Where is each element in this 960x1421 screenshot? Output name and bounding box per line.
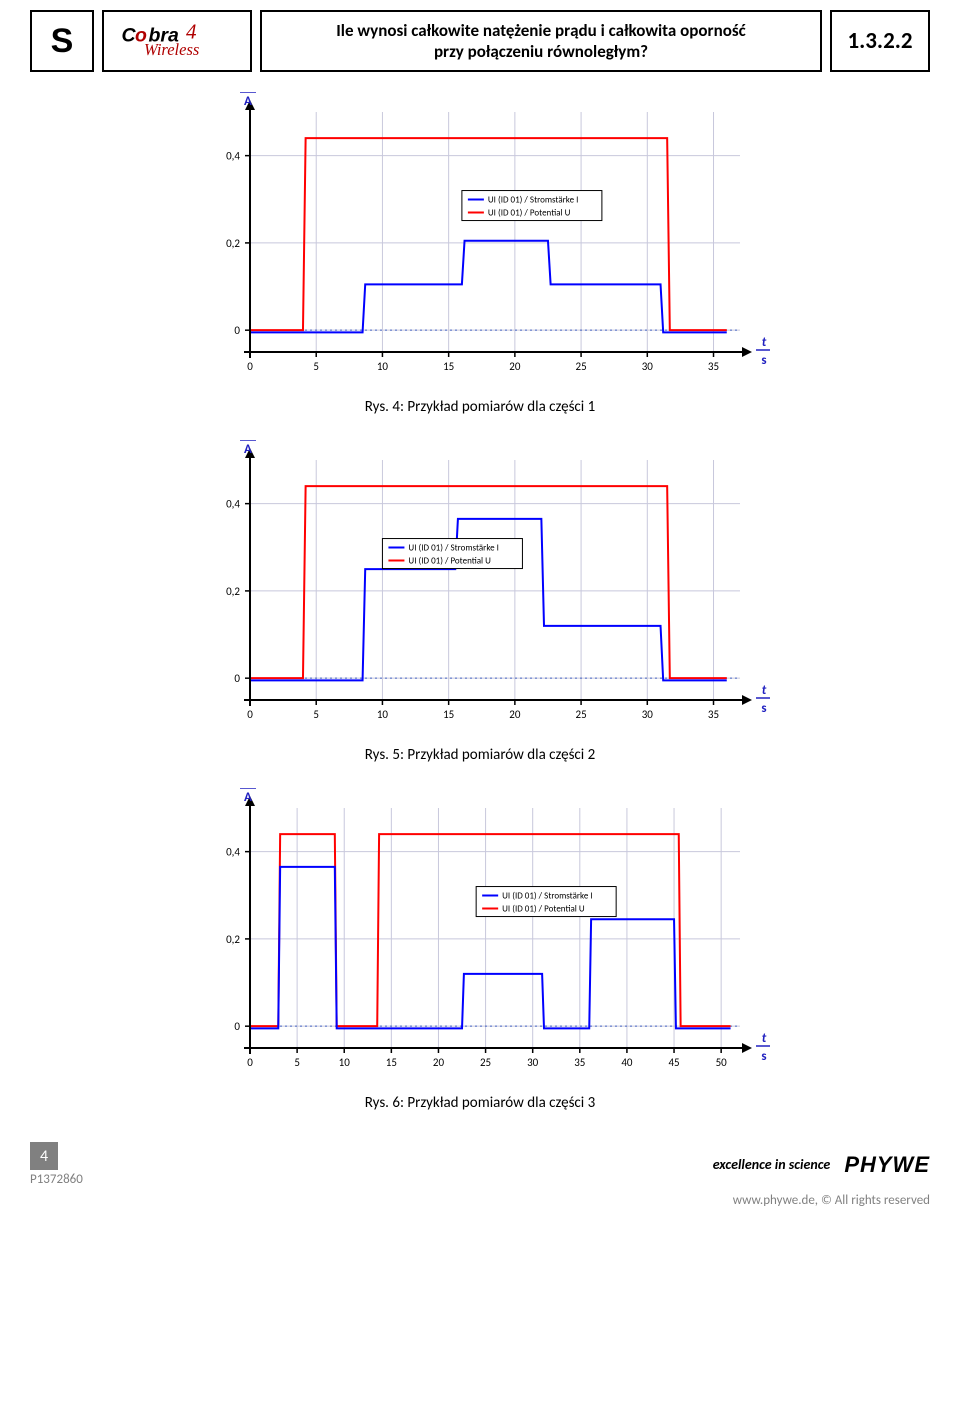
svg-text:C: C (122, 25, 137, 47)
svg-text:0,2: 0,2 (226, 237, 240, 250)
svg-text:5: 5 (294, 1056, 300, 1069)
svg-text:35: 35 (708, 708, 719, 721)
svg-text:35: 35 (708, 360, 719, 373)
svg-text:UI (ID 01) / Potential U: UI (ID 01) / Potential U (408, 556, 491, 567)
svg-text:0: 0 (247, 708, 253, 721)
title-line2: przy połączeniu równoległym? (434, 41, 648, 62)
svg-text:5: 5 (313, 360, 319, 373)
svg-text:A: A (244, 790, 252, 805)
svg-text:0,4: 0,4 (226, 498, 240, 511)
chart-caption-2: Rys. 5: Przykład pomiarów dla części 2 (30, 746, 930, 764)
svg-text:t: t (762, 683, 767, 698)
svg-text:0: 0 (247, 1056, 253, 1069)
svg-text:30: 30 (527, 1056, 539, 1069)
chart-caption-1: Rys. 4: Przykład pomiarów dla części 1 (30, 398, 930, 416)
svg-text:t: t (762, 1031, 767, 1046)
header-letter: S (30, 10, 94, 72)
chart-wrap-1: 0510152025303500,20,4IAtsUI (ID 01) / St… (30, 92, 930, 392)
header-code: 1.3.2.2 (830, 10, 930, 72)
svg-text:0: 0 (247, 360, 253, 373)
footer-brand: PHYWE (844, 1152, 930, 1178)
svg-text:0,4: 0,4 (226, 150, 240, 163)
svg-text:25: 25 (576, 708, 587, 721)
svg-text:15: 15 (386, 1056, 397, 1069)
svg-text:0: 0 (234, 672, 240, 685)
svg-text:45: 45 (668, 1056, 679, 1069)
svg-text:UI (ID 01) / Stromstärke I: UI (ID 01) / Stromstärke I (488, 195, 578, 206)
svg-text:s: s (761, 1049, 766, 1064)
svg-text:40: 40 (621, 1056, 633, 1069)
chart-wrap-2: 0510152025303500,20,4IAtsUI (ID 01) / St… (30, 440, 930, 740)
svg-text:30: 30 (642, 708, 654, 721)
chart-1: 0510152025303500,20,4IAtsUI (ID 01) / St… (190, 92, 770, 392)
header: S C o bra 4 Wireless Ile wynosi całkowit… (30, 10, 930, 72)
svg-text:5: 5 (313, 708, 319, 721)
title-line1: Ile wynosi całkowite natężenie prądu i c… (336, 20, 746, 41)
footer-eis: excellence in science (713, 1156, 831, 1173)
header-logo: C o bra 4 Wireless (102, 10, 252, 72)
svg-text:UI (ID 01) / Stromstärke I: UI (ID 01) / Stromstärke I (502, 891, 592, 902)
svg-text:0,4: 0,4 (226, 846, 240, 859)
svg-text:UI (ID 01) / Stromstärke I: UI (ID 01) / Stromstärke I (408, 543, 498, 554)
svg-text:10: 10 (377, 360, 389, 373)
svg-text:t: t (762, 335, 767, 350)
chart-3: 0510152025303540455000,20,4IAtsUI (ID 01… (190, 788, 770, 1088)
footer-pcode: P1372860 (30, 1172, 83, 1187)
svg-text:0,2: 0,2 (226, 933, 240, 946)
header-title: Ile wynosi całkowite natężenie prądu i c… (260, 10, 822, 72)
page-number: 4 (30, 1142, 58, 1170)
svg-text:Wireless: Wireless (144, 40, 199, 59)
svg-text:35: 35 (574, 1056, 585, 1069)
chart-2: 0510152025303500,20,4IAtsUI (ID 01) / St… (190, 440, 770, 740)
svg-text:0,2: 0,2 (226, 585, 240, 598)
charts-container: 0510152025303500,20,4IAtsUI (ID 01) / St… (30, 92, 930, 1112)
footer-copyright: www.phywe.de, © All rights reserved (0, 1193, 960, 1218)
svg-text:s: s (761, 701, 766, 716)
svg-text:0: 0 (234, 324, 240, 337)
svg-text:10: 10 (377, 708, 389, 721)
svg-text:UI (ID 01) / Potential U: UI (ID 01) / Potential U (502, 904, 585, 915)
svg-text:25: 25 (480, 1056, 491, 1069)
chart-caption-3: Rys. 6: Przykład pomiarów dla części 3 (30, 1094, 930, 1112)
svg-text:25: 25 (576, 360, 587, 373)
svg-text:20: 20 (509, 708, 521, 721)
svg-text:20: 20 (509, 360, 521, 373)
svg-text:20: 20 (433, 1056, 445, 1069)
chart-wrap-3: 0510152025303540455000,20,4IAtsUI (ID 01… (30, 788, 930, 1088)
svg-text:0: 0 (234, 1020, 240, 1033)
svg-text:30: 30 (642, 360, 654, 373)
svg-text:50: 50 (716, 1056, 728, 1069)
svg-text:15: 15 (443, 708, 454, 721)
svg-text:15: 15 (443, 360, 454, 373)
svg-text:s: s (761, 353, 766, 368)
svg-text:10: 10 (339, 1056, 351, 1069)
svg-text:A: A (244, 442, 252, 457)
footer: 4 P1372860 excellence in science PHYWE (0, 1136, 960, 1193)
svg-text:UI (ID 01) / Potential U: UI (ID 01) / Potential U (488, 208, 571, 219)
svg-text:A: A (244, 94, 252, 109)
